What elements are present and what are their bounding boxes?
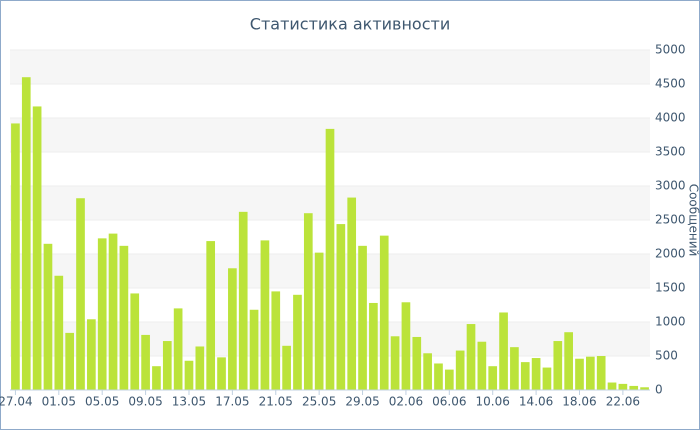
bar <box>249 309 259 390</box>
bar <box>206 241 216 390</box>
x-tick-label: 02.06 <box>389 395 423 409</box>
bar <box>358 245 367 390</box>
y-tick-label: 3000 <box>655 179 686 193</box>
bar <box>542 367 552 390</box>
bar <box>54 275 64 390</box>
bar <box>444 369 454 390</box>
bar <box>260 240 270 390</box>
bar <box>347 197 357 390</box>
bar <box>531 358 541 390</box>
x-tick-label: 21.05 <box>259 395 293 409</box>
y-tick-label: 2500 <box>655 213 686 227</box>
bar <box>477 341 487 390</box>
y-tick-label: 4500 <box>655 77 686 91</box>
bar <box>575 358 584 390</box>
bar <box>271 291 281 390</box>
x-tick-label: 09.05 <box>128 395 162 409</box>
grid-band <box>10 50 650 84</box>
bar <box>336 224 346 390</box>
bar <box>314 252 324 390</box>
bar <box>293 294 302 390</box>
chart-title: Статистика активности <box>250 15 450 34</box>
bar <box>520 362 530 390</box>
bar <box>21 77 31 390</box>
bar <box>173 308 183 390</box>
bar <box>217 357 226 390</box>
bar <box>238 211 248 390</box>
bar <box>87 319 96 390</box>
y-tick-label: 1000 <box>655 315 686 329</box>
bar <box>390 336 400 390</box>
bar <box>640 387 649 390</box>
bar <box>401 302 411 390</box>
bar <box>379 235 389 390</box>
bar <box>466 324 476 390</box>
bar <box>629 385 639 390</box>
bar <box>488 366 498 390</box>
bar <box>228 268 237 390</box>
bar <box>564 332 573 390</box>
bar <box>130 293 140 390</box>
x-tick-label: 06.06 <box>432 395 466 409</box>
x-tick-label: 22.06 <box>606 395 640 409</box>
bar <box>607 382 617 390</box>
x-tick-label: 14.06 <box>519 395 553 409</box>
bar <box>325 128 335 390</box>
bar <box>65 332 74 390</box>
x-tick-label: 27.04 <box>0 395 33 409</box>
bar <box>43 243 53 390</box>
bar <box>282 345 291 390</box>
bar <box>586 356 595 390</box>
x-tick-label: 17.05 <box>215 395 249 409</box>
bar <box>553 341 563 390</box>
x-tick-label: 29.05 <box>345 395 379 409</box>
bar <box>303 213 313 390</box>
y-tick-label: 1500 <box>655 281 686 295</box>
y-tick-label: 5000 <box>655 43 686 57</box>
bar <box>195 346 205 390</box>
bar <box>108 233 118 390</box>
x-tick-label: 10.06 <box>476 395 510 409</box>
bar <box>455 350 465 390</box>
y-tick-label: 4000 <box>655 111 686 125</box>
bar <box>32 106 42 390</box>
bar <box>412 336 422 390</box>
y-tick-label: 2000 <box>655 247 686 261</box>
bar <box>162 341 172 390</box>
bar <box>184 360 194 390</box>
x-tick-label: 01.05 <box>42 395 76 409</box>
x-tick-label: 25.05 <box>302 395 336 409</box>
y-tick-label: 0 <box>655 383 663 397</box>
bar <box>119 245 129 390</box>
bar <box>141 334 150 390</box>
bar <box>97 238 107 390</box>
bar <box>11 123 20 390</box>
x-tick-label: 13.05 <box>172 395 206 409</box>
bar <box>369 302 378 390</box>
x-tick-label: 18.06 <box>562 395 596 409</box>
bar <box>76 198 85 390</box>
bar <box>152 366 161 390</box>
y-tick-label: 3500 <box>655 145 686 159</box>
bar <box>596 356 606 390</box>
bar <box>499 312 508 390</box>
bar <box>510 347 519 390</box>
bar <box>434 363 443 390</box>
bar <box>618 383 628 390</box>
bar <box>423 353 432 390</box>
y-axis-title: Сообщений <box>687 184 700 257</box>
x-tick-label: 05.05 <box>85 395 119 409</box>
y-tick-label: 500 <box>655 349 678 363</box>
